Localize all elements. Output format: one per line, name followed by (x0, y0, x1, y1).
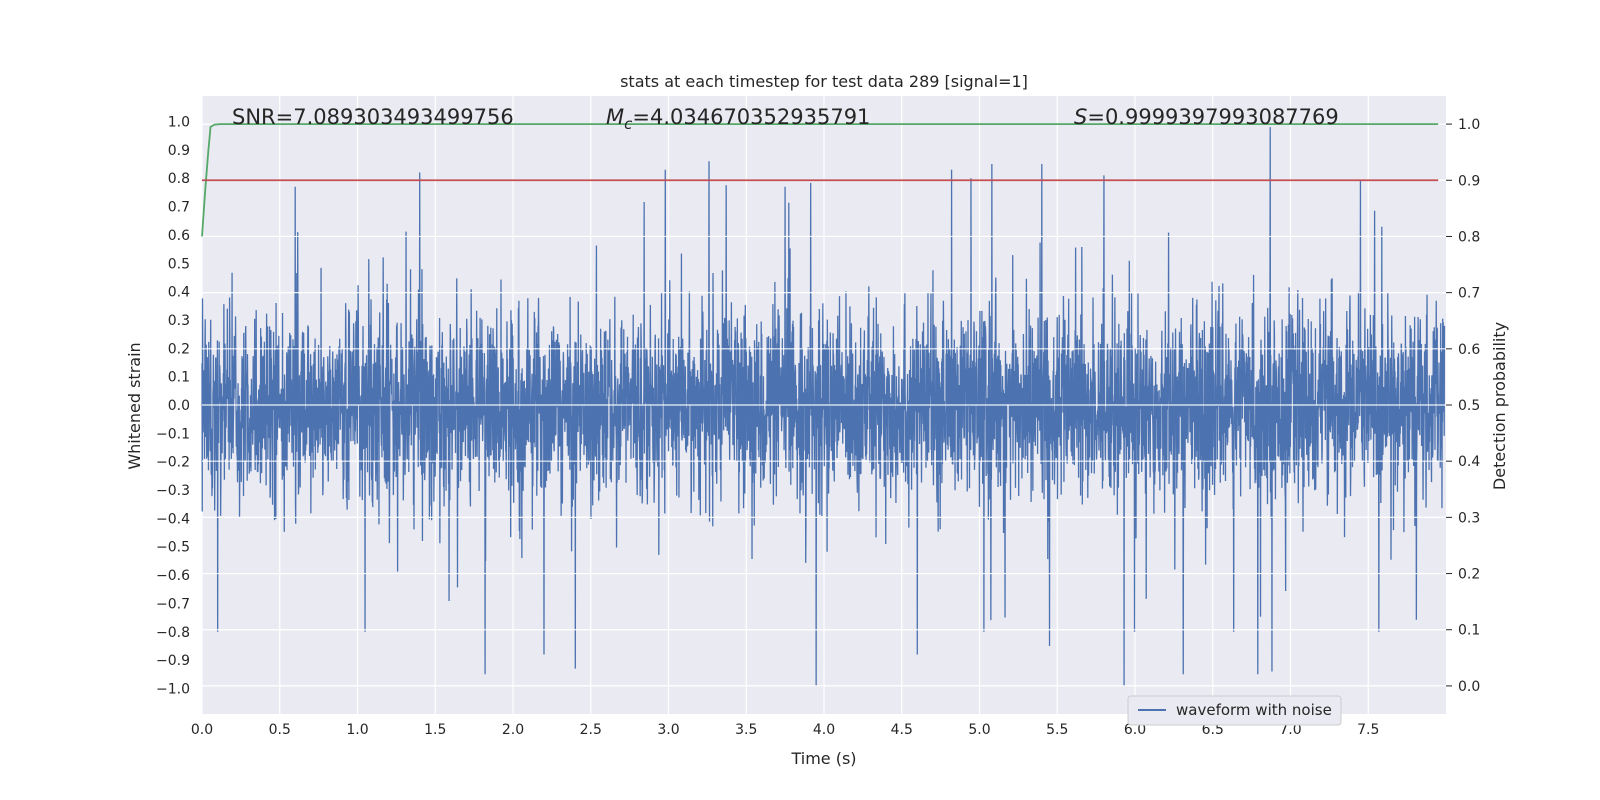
x-tick-label: 5.0 (968, 722, 990, 738)
y-tick-label: 0.7 (168, 200, 190, 216)
y-tick-label: 0.9 (168, 143, 190, 159)
y-tick-label: 0.4 (168, 285, 190, 301)
y-tick-label: −0.2 (156, 455, 190, 471)
score-symbol: S (1074, 105, 1087, 129)
chirp-mass-annotation: Mc=4.034670352935791 (606, 105, 870, 133)
probability-layer (201, 123, 1439, 237)
waveform-line (201, 127, 1446, 686)
y-tick-label: 0.5 (168, 256, 190, 272)
chirp-mass-value: =4.034670352935791 (632, 105, 870, 129)
chirp-mass-symbol: M (606, 105, 624, 129)
snr-annotation: SNR=7.089303493499756 (232, 105, 514, 129)
y-tick-label: 0.8 (168, 171, 190, 187)
y-tick-label: −0.5 (156, 540, 190, 556)
x-tick-label: 2.0 (502, 722, 524, 738)
x-tick-label: 3.0 (657, 722, 679, 738)
x-tick-label: 0.0 (191, 722, 213, 738)
y-tick-label: 0.0 (168, 398, 190, 414)
x-tick-label: 7.5 (1357, 722, 1379, 738)
x-tick-label: 5.5 (1046, 722, 1068, 738)
legend-box (1127, 695, 1342, 726)
y2-tick-label: 0.6 (1458, 342, 1480, 358)
x-tick-label: 1.5 (424, 722, 446, 738)
y-tick-label: 0.1 (168, 370, 190, 386)
y-tick-label: −0.9 (156, 653, 190, 669)
y-tick-label: 0.3 (168, 313, 190, 329)
x-tick-label: 3.5 (735, 722, 757, 738)
chart-title: stats at each timestep for test data 289… (620, 72, 1028, 91)
y2-tick-label: 1.0 (1458, 117, 1480, 133)
legend: waveform with noise (1127, 695, 1342, 726)
probability-line (201, 123, 1439, 237)
y-tick-label: 0.2 (168, 341, 190, 357)
y-tick-label: −1.0 (156, 681, 190, 697)
x-tick-label: 6.5 (1202, 722, 1224, 738)
y2-tick-label: 0.4 (1458, 454, 1480, 470)
y2-tick-label: 0.8 (1458, 229, 1480, 245)
y-tick-label: −0.4 (156, 511, 190, 527)
x-tick-label: 0.5 (269, 722, 291, 738)
x-tick-label: 1.0 (346, 722, 368, 738)
y-tick-label: −0.6 (156, 568, 190, 584)
legend-label-waveform: waveform with noise (1176, 701, 1332, 719)
y-tick-label: −0.8 (156, 625, 190, 641)
y2-tick-label: 0.1 (1458, 623, 1480, 639)
y-tick-label: −0.7 (156, 596, 190, 612)
y2-tick-label: 0.9 (1458, 173, 1480, 189)
y-tick-label: 0.6 (168, 228, 190, 244)
x-tick-label: 6.0 (1124, 722, 1146, 738)
score-annotation: S=0.9999397993087769 (1074, 105, 1339, 129)
y-tick-label: 1.0 (168, 115, 190, 131)
y2-tick-label: 0.5 (1458, 398, 1480, 414)
score-value: =0.9999397993087769 (1087, 105, 1338, 129)
y-axis-label: Whitened strain (125, 342, 144, 469)
x-tick-label: 4.0 (813, 722, 835, 738)
y2-axis-label: Detection probability (1490, 322, 1509, 490)
tick-layer: 0.0 0.5 1.0 1.5 2.0 2.5 3.0 3.5 4.0 4.5 5.0 5.5 6.0 6… (156, 115, 1480, 738)
chirp-mass-subscript: c (624, 115, 633, 133)
x-tick-label: 7.0 (1279, 722, 1301, 738)
y2-tick-label: 0.7 (1458, 286, 1480, 302)
x-axis-label: Time (s) (790, 749, 856, 768)
y2-tick-label: 0.3 (1458, 510, 1480, 526)
y-tick-label: −0.3 (156, 483, 190, 499)
y2-tick-label: 0.0 (1458, 679, 1480, 695)
x-tick-label: 2.5 (580, 722, 602, 738)
x-tick-label: 4.5 (891, 722, 913, 738)
y-tick-label: −0.1 (156, 426, 190, 442)
y2-tick-label: 0.2 (1458, 567, 1480, 583)
